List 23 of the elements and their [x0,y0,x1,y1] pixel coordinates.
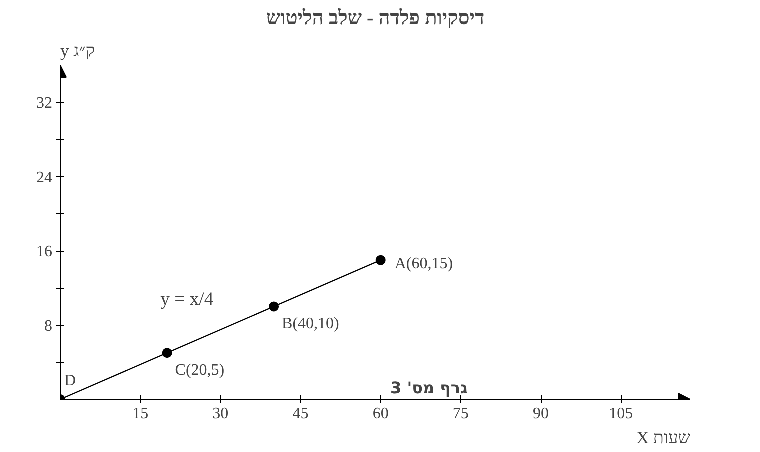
chart-title: דיסקיות פלדה - שלב הליטוש [266,8,485,30]
x-tick-label: 60 [372,406,389,422]
y-tick-label: 32 [36,95,52,112]
y-tick-label: 8 [44,318,52,335]
x-tick-label: 30 [212,406,229,422]
annotation: B(40,10) [282,316,340,333]
x-tick-label: 90 [533,406,550,422]
x-tick-label: 75 [452,406,469,422]
annotation: A(60,15) [394,255,454,272]
y-tick-label: 16 [36,244,52,261]
annotation: y = x/4 [160,288,214,310]
point [376,255,386,266]
y-tick-label: 24 [36,169,52,186]
point [162,348,172,358]
x-axis-title: X שעות [636,428,692,448]
point [269,302,280,312]
x-tick-label: 105 [609,406,634,422]
x-tick-label: 15 [132,406,149,422]
annotation: גרף מס' 3 [390,378,468,398]
annotation: D [64,372,76,390]
y-axis-title: y ק״ג [60,42,96,60]
x-tick-label: 45 [292,406,309,422]
annotation: C(20,5) [175,362,225,380]
